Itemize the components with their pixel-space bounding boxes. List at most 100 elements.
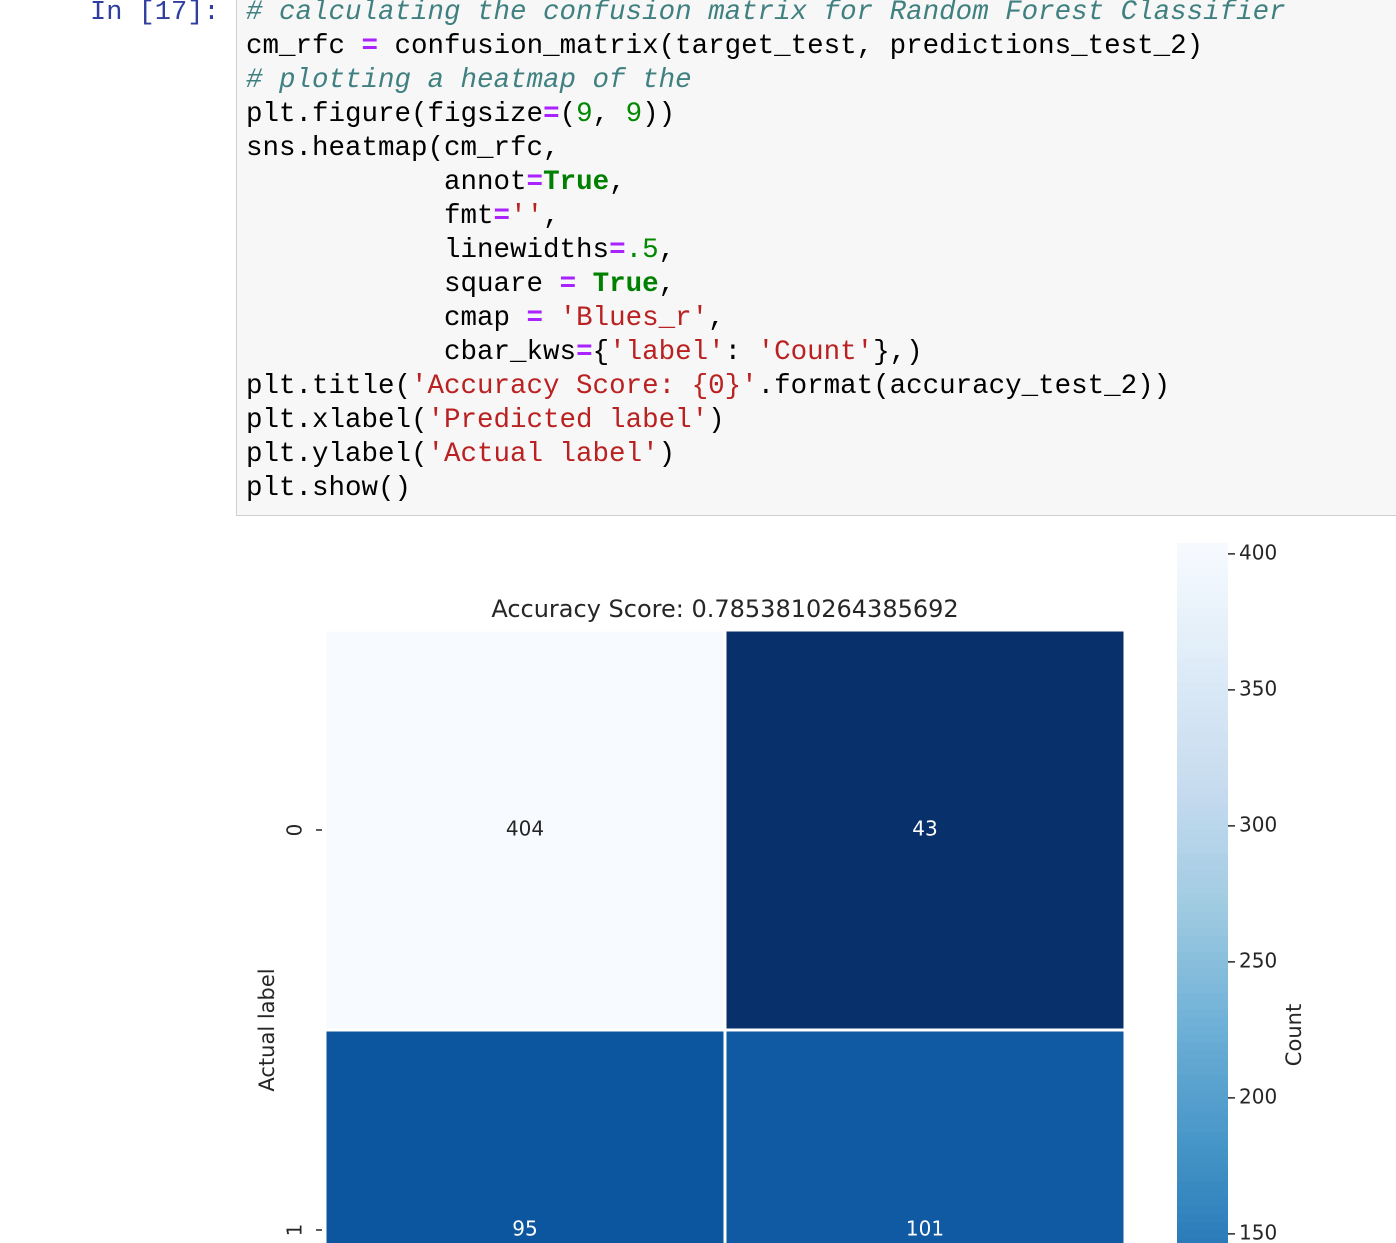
colorbar-segment [1177,600,1228,610]
code-token: = [543,99,560,130]
cell-prompt: In [17]: [90,0,220,28]
code-token: .format(accuracy_test_2)) [757,371,1171,402]
colorbar-segment [1177,780,1228,790]
code-line: plt.title('Accuracy Score: {0}'.format(a… [246,370,1286,404]
colorbar-segment [1177,1099,1228,1109]
colorbar-segment [1177,1033,1228,1043]
colorbar-tick-label: 150 [1239,1220,1277,1243]
colorbar-segment [1177,829,1228,839]
colorbar-segment [1177,739,1228,749]
code-token: cbar_kws [246,337,577,368]
code-token: : [724,337,758,368]
code-line: plt.ylabel('Actual label') [246,438,1286,472]
colorbar-segment [1177,1009,1228,1019]
colorbar-segment [1177,1042,1228,1051]
colorbar-segment [1177,894,1228,904]
code-token: 'Actual label' [427,439,659,470]
code-token: , [658,235,676,266]
colorbar-segment [1177,1132,1228,1141]
cell-annotation: 43 [912,817,937,841]
code-token: 'Count' [757,337,874,368]
colorbar-segment [1177,853,1228,863]
colorbar-segment [1177,682,1228,691]
colorbar-segment [1177,723,1228,732]
code-line: cbar_kws={'label': 'Count'},) [246,336,1286,370]
code-token: = [526,303,544,334]
colorbar-segment [1177,1189,1228,1199]
code-token: { [592,337,610,368]
code-token: ) [658,439,676,470]
colorbar-segment [1177,608,1228,618]
colorbar-segment [1177,575,1228,585]
colorbar-segment [1177,624,1228,634]
colorbar-segment [1177,1197,1228,1207]
colorbar-segment [1177,1025,1228,1035]
colorbar-segment [1177,1222,1228,1231]
colorbar-segment [1177,616,1228,626]
colorbar-label: Count [1282,1004,1306,1066]
colorbar-segment [1177,763,1228,773]
colorbar-segment [1177,673,1228,683]
colorbar-segment [1177,821,1228,830]
colorbar-segment [1177,960,1228,970]
colorbar-tick-label: 300 [1239,812,1277,836]
colorbar-segment [1177,1123,1228,1133]
colorbar-segment [1177,772,1228,781]
code-line: square = True, [246,268,1286,302]
colorbar-segment [1177,1230,1228,1240]
colorbar-segment [1177,592,1228,601]
code-token: True [543,167,610,198]
colorbar-segment [1177,935,1228,945]
colorbar-segment [1177,1173,1228,1182]
code-line: # calculating the confusion matrix for R… [246,0,1286,30]
code-line: sns.heatmap(cm_rfc, [246,132,1286,166]
code-token: confusion_matrix(target_test, prediction… [378,31,1204,62]
code-token: = [493,201,511,232]
cell-annotation: 95 [512,1217,537,1241]
code-token: 'label' [609,337,725,368]
colorbar-tick-label: 250 [1239,948,1277,972]
colorbar-segment [1177,731,1228,740]
colorbar-segment [1177,984,1228,994]
code-line: annot=True, [246,166,1286,200]
code-token: , [658,269,676,300]
code-line: cmap = 'Blues_r', [246,302,1286,336]
colorbar-segment [1177,813,1228,822]
colorbar-segment [1177,543,1228,552]
colorbar-segment [1177,747,1228,757]
colorbar-segment [1177,559,1228,569]
colorbar-segment [1177,919,1228,929]
colorbar-tick-label: 400 [1239,540,1277,564]
code-token: = [526,167,544,198]
colorbar-segment [1177,690,1228,700]
colorbar-segment [1177,927,1228,937]
colorbar-segment [1177,943,1228,953]
colorbar-segment [1177,1066,1228,1076]
colorbar-segment [1177,796,1228,806]
colorbar-segment [1177,1091,1228,1101]
y-tick-label: 0 [283,824,307,837]
colorbar-segment [1177,903,1228,912]
code-token: sns.heatmap(cm_rfc, [246,133,560,164]
colorbar-segment [1177,633,1228,642]
colorbar-segment [1177,1107,1228,1117]
colorbar-segment [1177,649,1228,659]
colorbar-segment [1177,993,1228,1002]
colorbar-segment [1177,706,1228,716]
colorbar-tick-label: 350 [1239,676,1277,700]
colorbar-segment [1177,952,1228,961]
colorbar-segment [1177,911,1228,921]
colorbar-segment [1177,1058,1228,1068]
colorbar-segment [1177,755,1228,765]
colorbar-segment [1177,870,1228,880]
code-cell[interactable]: # calculating the confusion matrix for R… [236,0,1396,516]
colorbar-segment [1177,1115,1228,1125]
code-token: plt.ylabel( [246,439,428,470]
code-token: plt.title( [246,371,412,402]
y-tick-label: 1 [283,1224,307,1237]
code-line: cm_rfc = confusion_matrix(target_test, p… [246,30,1286,64]
colorbar-segment [1177,878,1228,888]
colorbar-segment [1177,641,1228,650]
